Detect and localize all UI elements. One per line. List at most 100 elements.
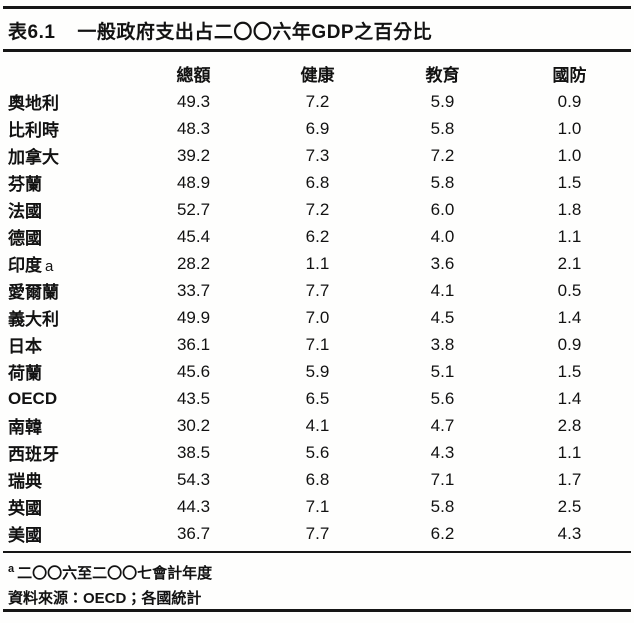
value-cell: 54.3 <box>176 469 211 489</box>
table-title-row: 表6.1 一般政府支出占二〇〇六年GDP之百分比 <box>8 17 626 44</box>
value-cell: 44.3 <box>176 496 211 516</box>
country-cell: 日本 <box>8 337 42 356</box>
value-cell: 49.9 <box>176 307 211 327</box>
table-number-label: 表6.1 <box>8 22 56 43</box>
footnotes: a 二〇〇六至二〇〇七會計年度 資料來源：OECD；各國統計 <box>8 557 212 611</box>
value-cell: 3.8 <box>430 334 455 354</box>
table-row: 德國 45.4 6.2 4.0 1.1 <box>0 223 634 250</box>
value-cell: 6.0 <box>430 199 455 219</box>
country-cell: 德國 <box>8 229 42 248</box>
footer-rule <box>3 551 631 553</box>
value-cell: 6.5 <box>305 388 330 408</box>
country-cell: 加拿大 <box>8 148 59 167</box>
value-cell: 43.5 <box>176 388 211 408</box>
value-cell: 0.9 <box>557 91 582 111</box>
source-line: 資料來源：OECD；各國統計 <box>8 590 202 607</box>
value-cell: 5.8 <box>430 496 455 516</box>
table-row: 印度 a 28.2 1.1 3.6 2.1 <box>0 250 634 277</box>
value-cell: 39.2 <box>176 145 211 165</box>
value-cell: 0.9 <box>557 334 582 354</box>
value-cell: 30.2 <box>176 415 211 435</box>
value-cell: 0.5 <box>557 280 582 300</box>
value-cell: 7.2 <box>305 91 330 111</box>
value-cell: 1.8 <box>557 199 582 219</box>
value-cell: 7.7 <box>305 280 330 300</box>
column-header-health: 健康 <box>300 65 335 85</box>
value-cell: 7.2 <box>305 199 330 219</box>
country-cell: 奧地利 <box>8 94 59 113</box>
value-cell: 2.1 <box>557 253 582 273</box>
table-row: 南韓 30.2 4.1 4.7 2.8 <box>0 412 634 439</box>
value-cell: 4.1 <box>430 280 455 300</box>
column-header-education: 教育 <box>425 65 460 85</box>
table-row: 義大利 49.9 7.0 4.5 1.4 <box>0 304 634 331</box>
value-cell: 4.5 <box>430 307 455 327</box>
value-cell: 36.7 <box>176 523 211 543</box>
footnote-a: a 二〇〇六至二〇〇七會計年度 <box>8 557 212 586</box>
value-cell: 6.9 <box>305 118 330 138</box>
column-header-defense: 國防 <box>552 65 587 85</box>
footnote-a-text: 二〇〇六至二〇〇七會計年度 <box>17 565 213 582</box>
value-cell: 4.3 <box>430 442 455 462</box>
table-row: 瑞典 54.3 6.8 7.1 1.7 <box>0 466 634 493</box>
country-cell: 南韓 <box>8 418 42 437</box>
value-cell: 7.1 <box>305 334 330 354</box>
value-cell: 45.6 <box>176 361 211 381</box>
value-cell: 49.3 <box>176 91 211 111</box>
table-row: 愛爾蘭 33.7 7.7 4.1 0.5 <box>0 277 634 304</box>
value-cell: 3.6 <box>430 253 455 273</box>
country-cell: 芬蘭 <box>8 175 42 194</box>
value-cell: 7.1 <box>305 496 330 516</box>
table-body: 奧地利 49.3 7.2 5.9 0.9 比利時 48.3 6.9 5.8 1.0 加拿大 39.2 7… <box>0 88 634 547</box>
table-row: 法國 52.7 7.2 6.0 1.8 <box>0 196 634 223</box>
value-cell: 2.8 <box>557 415 582 435</box>
value-cell: 1.0 <box>557 145 582 165</box>
value-cell: 33.7 <box>176 280 211 300</box>
value-cell: 1.4 <box>557 307 582 327</box>
value-cell: 4.1 <box>305 415 330 435</box>
bottom-rule <box>3 609 631 612</box>
value-cell: 38.5 <box>176 442 211 462</box>
table-row: 加拿大 39.2 7.3 7.2 1.0 <box>0 142 634 169</box>
column-header-total: 總額 <box>176 65 211 85</box>
value-cell: 48.3 <box>176 118 211 138</box>
value-cell: 1.1 <box>557 442 582 462</box>
value-cell: 45.4 <box>176 226 211 246</box>
top-rule <box>3 6 631 9</box>
value-cell: 1.5 <box>557 172 582 192</box>
value-cell: 5.1 <box>430 361 455 381</box>
table-row: 荷蘭 45.6 5.9 5.1 1.5 <box>0 358 634 385</box>
table-row: 西班牙 38.5 5.6 4.3 1.1 <box>0 439 634 466</box>
value-cell: 5.8 <box>430 172 455 192</box>
country-cell: 比利時 <box>8 121 59 140</box>
value-cell: 7.3 <box>305 145 330 165</box>
value-cell: 1.7 <box>557 469 582 489</box>
table-row: 比利時 48.3 6.9 5.8 1.0 <box>0 115 634 142</box>
value-cell: 1.4 <box>557 388 582 408</box>
page-title: 一般政府支出占二〇〇六年GDP之百分比 <box>77 22 433 43</box>
value-cell: 6.2 <box>430 523 455 543</box>
footnote-marker: a <box>45 258 54 275</box>
value-cell: 6.8 <box>305 172 330 192</box>
value-cell: 1.5 <box>557 361 582 381</box>
country-cell: 荷蘭 <box>8 364 42 383</box>
value-cell: 2.5 <box>557 496 582 516</box>
country-cell: 印度 a <box>8 256 54 275</box>
value-cell: 7.2 <box>430 145 455 165</box>
table-row: 芬蘭 48.9 6.8 5.8 1.5 <box>0 169 634 196</box>
table-row: OECD 43.5 6.5 5.6 1.4 <box>0 385 634 412</box>
value-cell: 5.8 <box>430 118 455 138</box>
value-cell: 5.6 <box>430 388 455 408</box>
country-cell: 愛爾蘭 <box>8 283 59 302</box>
value-cell: 1.1 <box>557 226 582 246</box>
value-cell: 4.0 <box>430 226 455 246</box>
title-rule <box>3 49 631 52</box>
value-cell: 5.9 <box>305 361 330 381</box>
value-cell: 5.6 <box>305 442 330 462</box>
country-cell: 西班牙 <box>8 445 59 464</box>
table-row: 英國 44.3 7.1 5.8 2.5 <box>0 493 634 520</box>
value-cell: 1.0 <box>557 118 582 138</box>
value-cell: 28.2 <box>176 253 211 273</box>
country-cell: 法國 <box>8 202 42 221</box>
footnote-a-marker: a <box>8 563 15 575</box>
